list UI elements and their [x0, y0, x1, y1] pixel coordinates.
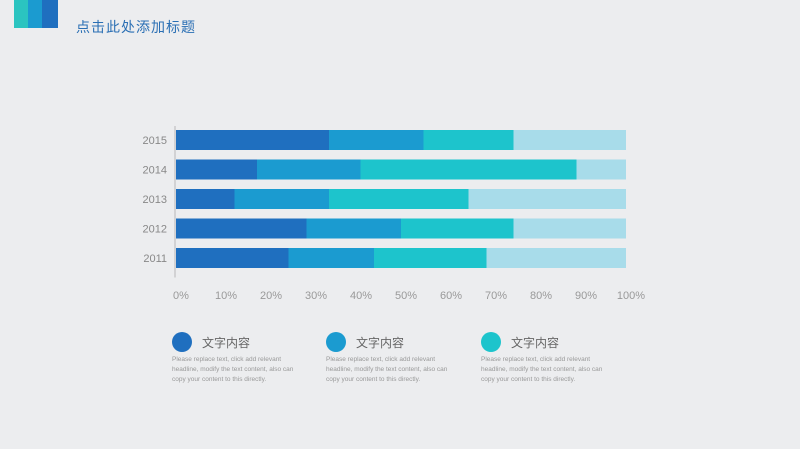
x-tick-label: 50% [395, 290, 417, 302]
x-tick-label: 40% [350, 290, 372, 302]
bar-segment [176, 218, 307, 239]
bar-segment [486, 248, 626, 268]
bar-segment [306, 218, 401, 239]
x-tick-label: 20% [260, 290, 282, 302]
bar-segment [423, 130, 514, 150]
bar-segment [329, 189, 469, 209]
legend-description: Please replace text, click add relevant … [481, 356, 603, 383]
bar-segment [401, 218, 514, 239]
x-tick-label: 60% [440, 290, 462, 302]
legend-dot [326, 332, 346, 352]
bar-segment [288, 248, 374, 268]
bar-segment [360, 159, 577, 180]
x-tick-label: 30% [305, 290, 327, 302]
legend-description: Please replace text, click add relevant … [326, 356, 448, 383]
bar-segment [329, 130, 424, 150]
y-tick-label: 2015 [143, 135, 167, 147]
bar-segment [513, 130, 626, 150]
bar-segment [176, 130, 329, 150]
bar-segment [468, 189, 626, 209]
x-tick-label: 10% [215, 290, 237, 302]
bar-segment [234, 189, 329, 209]
legend-dot [481, 332, 501, 352]
y-tick-label: 2014 [143, 165, 167, 177]
accent-block [28, 0, 42, 28]
legend-dot [172, 332, 192, 352]
bar-segment [513, 218, 626, 239]
accent-block [14, 0, 28, 28]
bar-segment [576, 159, 626, 180]
legend-description: Please replace text, click add relevant … [172, 356, 294, 383]
y-tick-label: 2011 [143, 253, 167, 265]
x-tick-label: 70% [485, 290, 507, 302]
legend-label: 文字内容 [356, 336, 405, 350]
y-tick-label: 2012 [143, 224, 167, 236]
bar-segment [176, 159, 257, 180]
bar-segment [374, 248, 487, 268]
accent-block [42, 0, 58, 28]
bar-segment [176, 248, 289, 268]
bar-segment [176, 189, 235, 209]
y-tick-label: 2013 [143, 194, 167, 206]
x-tick-label: 100% [617, 290, 645, 302]
slide-title[interactable]: 点击此处添加标题 [76, 19, 196, 35]
x-tick-label: 80% [530, 290, 552, 302]
x-tick-label: 90% [575, 290, 597, 302]
x-tick-label: 0% [173, 290, 189, 302]
legend-label: 文字内容 [511, 336, 560, 350]
bar-segment [257, 159, 361, 180]
legend-label: 文字内容 [202, 336, 251, 350]
